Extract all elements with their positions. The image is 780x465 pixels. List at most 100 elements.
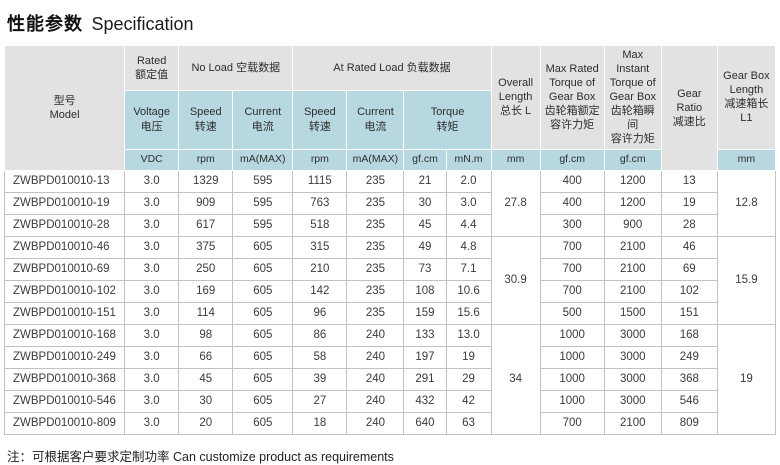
max-rated-torque-cell: 1000 — [539, 345, 605, 369]
no-load-speed-cell: 169 — [178, 279, 234, 303]
footnote: 注：可根据客户要求定制功率 Can customize product as r… — [7, 449, 394, 464]
max-rated-torque-cell: 700 — [539, 257, 605, 281]
no-load-current-cell: 595 — [232, 213, 294, 237]
voltage-cell: 3.0 — [124, 191, 180, 215]
torque-gfcm-cell: 30 — [403, 191, 447, 215]
max-rated-torque-cell: 300 — [539, 213, 605, 237]
header-row-quantities: Voltage 电压 Speed 转速 Current 电流 Speed 转速 … — [5, 89, 776, 150]
model-cell: ZWBPD010010-69 — [3, 257, 126, 281]
rated-current-cell: 240 — [346, 389, 405, 413]
voltage-cell: 3.0 — [124, 345, 180, 369]
max-instant-torque-cell: 2100 — [603, 411, 662, 435]
header-voltage: Voltage 电压 — [124, 89, 180, 150]
model-cell: ZWBPD010010-19 — [3, 191, 126, 215]
gear-ratio-cell: 69 — [660, 257, 718, 281]
torque-gfcm-cell: 73 — [403, 257, 447, 281]
gear-ratio-cell: 102 — [660, 279, 718, 303]
no-load-current-cell: 605 — [232, 389, 294, 413]
model-cell: ZWBPD010010-546 — [3, 389, 126, 413]
max-instant-torque-cell: 2100 — [603, 279, 662, 303]
no-load-current-cell: 605 — [232, 257, 294, 281]
header-max-rated-torque: Max Rated Torque of Gear Box 齿轮箱额定 容许力矩 — [539, 45, 605, 150]
torque-mnm-cell: 29 — [445, 367, 492, 391]
max-rated-torque-cell: 400 — [539, 191, 605, 215]
torque-mnm-cell: 10.6 — [445, 279, 492, 303]
voltage-cell: 3.0 — [124, 169, 180, 193]
rated-current-cell: 235 — [346, 279, 405, 303]
page-title: 性能参数 Specification — [7, 10, 774, 36]
torque-mnm-cell: 15.6 — [445, 301, 492, 325]
unit-gearbox-mm: mm — [716, 148, 777, 171]
header-gear-ratio: Gear Ratio 减速比 — [660, 45, 718, 171]
overall-length-cell: 30.9 — [490, 235, 541, 325]
no-load-speed-cell: 250 — [178, 257, 234, 281]
header-rated-speed: Speed 转速 — [292, 89, 348, 150]
table-row: ZWBPD010010-69 3.0 250 605 210 235 73 7.1 700 210… — [3, 257, 776, 281]
spec-table-body: ZWBPD010010-13 3.0 1329 595 1115 235 21 2.0 27.8… — [3, 169, 777, 435]
gear-ratio-cell: 249 — [660, 345, 718, 369]
torque-gfcm-cell: 197 — [403, 345, 447, 369]
table-row: ZWBPD010010-102 3.0 169 605 142 235 108 10.6 700… — [3, 279, 776, 303]
max-rated-torque-cell: 400 — [539, 169, 605, 193]
no-load-current-cell: 605 — [232, 323, 294, 347]
page-title-en: Specification — [91, 14, 194, 34]
torque-mnm-cell: 2.0 — [445, 169, 492, 193]
max-rated-torque-cell: 700 — [539, 411, 605, 435]
torque-mnm-cell: 63 — [445, 411, 492, 435]
unit-overall-mm: mm — [490, 148, 541, 171]
rated-speed-cell: 210 — [292, 257, 348, 281]
header-max-instant-torque: Max Instant Torque of Gear Box 齿轮箱瞬间 容许力… — [603, 45, 662, 150]
gear-ratio-cell: 19 — [660, 191, 718, 215]
max-instant-torque-cell: 3000 — [603, 345, 662, 369]
rated-current-cell: 240 — [346, 345, 405, 369]
header-no-load-speed: Speed 转速 — [178, 89, 234, 150]
max-rated-torque-cell: 1000 — [539, 323, 605, 347]
unit-no-load-rpm: rpm — [178, 148, 234, 171]
header-gear-box-length: Gear Box Length 减速箱长 L1 — [716, 45, 777, 150]
header-no-load-current: Current 电流 — [232, 89, 294, 150]
torque-gfcm-cell: 49 — [403, 235, 447, 259]
no-load-speed-cell: 617 — [178, 213, 234, 237]
rated-current-cell: 235 — [346, 257, 405, 281]
overall-length-cell: 27.8 — [490, 169, 541, 237]
overall-length-cell: 34 — [490, 323, 541, 435]
table-row: ZWBPD010010-809 3.0 20 605 18 240 640 63 700 2100… — [3, 411, 776, 435]
torque-gfcm-cell: 45 — [403, 213, 447, 237]
gear-ratio-cell: 368 — [660, 367, 718, 391]
max-instant-torque-cell: 3000 — [603, 389, 662, 413]
no-load-speed-cell: 45 — [178, 367, 234, 391]
model-cell: ZWBPD010010-368 — [3, 367, 126, 391]
gear-ratio-cell: 151 — [660, 301, 718, 325]
voltage-cell: 3.0 — [124, 301, 180, 325]
torque-mnm-cell: 13.0 — [445, 323, 492, 347]
rated-current-cell: 235 — [346, 169, 405, 193]
torque-gfcm-cell: 108 — [403, 279, 447, 303]
torque-mnm-cell: 4.4 — [445, 213, 492, 237]
rated-speed-cell: 142 — [292, 279, 348, 303]
no-load-speed-cell: 20 — [178, 411, 234, 435]
model-cell: ZWBPD010010-46 — [3, 235, 126, 259]
max-instant-torque-cell: 2100 — [603, 235, 662, 259]
model-cell: ZWBPD010010-28 — [3, 213, 126, 237]
gear-ratio-cell: 809 — [660, 411, 718, 435]
gear-ratio-cell: 28 — [660, 213, 718, 237]
rated-current-cell: 235 — [346, 301, 405, 325]
voltage-cell: 3.0 — [124, 323, 180, 347]
rated-speed-cell: 39 — [292, 367, 348, 391]
unit-vdc: VDC — [124, 148, 180, 171]
model-cell: ZWBPD010010-151 — [3, 301, 126, 325]
model-cell: ZWBPD010010-102 — [3, 279, 126, 303]
no-load-speed-cell: 30 — [178, 389, 234, 413]
max-instant-torque-cell: 2100 — [603, 257, 662, 281]
model-cell: ZWBPD010010-13 — [3, 169, 126, 193]
gear-box-length-cell: 12.8 — [716, 169, 777, 237]
header-rated: Rated 额定值 — [124, 45, 180, 91]
unit-max-instant-gfcm: gf.cm — [603, 148, 662, 171]
table-row: ZWBPD010010-46 3.0 375 605 315 235 49 4.8 30.9 70… — [3, 235, 777, 325]
unit-torque-gfcm: gf.cm — [403, 148, 447, 171]
torque-mnm-cell: 19 — [445, 345, 492, 369]
torque-gfcm-cell: 432 — [403, 389, 447, 413]
no-load-current-cell: 605 — [232, 301, 294, 325]
torque-gfcm-cell: 21 — [403, 169, 447, 193]
